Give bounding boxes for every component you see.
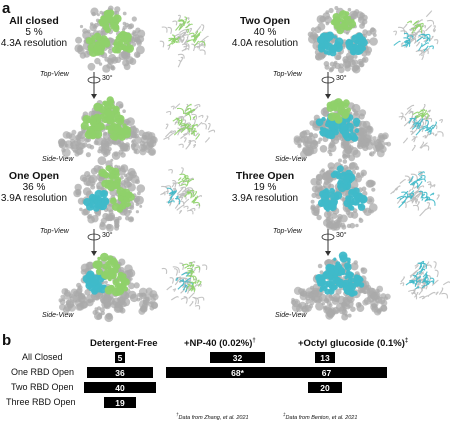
value-bar: 32	[210, 352, 265, 363]
column-header-text: +NP-40 (0.02%)	[184, 338, 253, 350]
state-title: All closed	[9, 15, 59, 27]
panel-a-label: a	[2, 0, 11, 17]
spike-surface-top-view	[307, 6, 378, 74]
side-view-label: Side-View	[275, 156, 307, 163]
spike-ribbon-side-view	[399, 260, 450, 300]
state-percent: 19 %	[253, 182, 277, 193]
top-view-label: Top-View	[40, 228, 69, 235]
spike-surface-side-view	[58, 252, 159, 323]
value-bar: 40	[84, 382, 156, 393]
footnote-mark: ‡	[283, 412, 286, 417]
state-one-open: One Open 36 % 3.9A resolution	[0, 170, 74, 204]
top-view-label: Top-View	[273, 228, 302, 235]
column-header-text: Detergent-Free	[90, 338, 158, 349]
footnote-mark: †	[176, 412, 179, 417]
state-percent: 40 %	[253, 27, 277, 38]
footnote-zhang: †Data from Zhang, et al. 2021	[176, 412, 249, 421]
rotate-arrow-icon	[321, 72, 335, 99]
rotate-arrow-icon	[321, 229, 335, 256]
value-bar: 36	[87, 367, 153, 378]
spike-ribbon-top-view	[160, 167, 202, 215]
state-resolution: 3.9A resolution	[0, 193, 68, 204]
footnote-text: Data from Benton, et al. 2021	[285, 414, 358, 421]
spike-surface-side-view	[293, 98, 392, 164]
top-view-label: Top-View	[273, 71, 302, 78]
spike-ribbon-top-view	[159, 14, 209, 68]
value-bar: 13	[315, 352, 335, 363]
state-title: One Open	[8, 170, 60, 182]
state-all-closed: All closed 5 % 4.3A resolution	[0, 15, 74, 49]
spike-ribbon-top-view	[390, 171, 440, 217]
rotation-label: 30°	[102, 75, 113, 82]
rotation-label: 30°	[336, 232, 347, 239]
column-header-text: +Octyl glucoside (0.1%)	[298, 338, 405, 350]
spike-ribbon-top-view	[393, 10, 439, 61]
side-view-label: Side-View	[42, 156, 74, 163]
rotation-indicator: 30°	[84, 70, 124, 100]
state-title: Two Open	[240, 15, 290, 27]
spike-surface-top-view	[74, 5, 146, 73]
column-header-np40: +NP-40 (0.02%)†	[184, 338, 256, 349]
rotation-label: 30°	[336, 75, 347, 82]
spike-ribbon-side-view	[161, 261, 208, 310]
footnote-text: Data from Zhang, et al. 2021	[178, 414, 249, 421]
value-bar: 68*	[166, 367, 309, 378]
column-header-detergent-free: Detergent-Free	[90, 338, 158, 349]
row-label-one-open: One RBD Open	[11, 367, 75, 377]
spike-surface-top-view	[73, 160, 146, 232]
rotate-arrow-icon	[87, 72, 101, 99]
row-label-all-closed: All Closed	[22, 352, 63, 362]
state-resolution: 4.3A resolution	[0, 38, 68, 49]
value-bar: 20	[308, 382, 342, 393]
spike-surface-side-view	[290, 251, 391, 321]
rotation-label: 30°	[102, 232, 113, 239]
rotation-indicator: 30°	[318, 227, 358, 257]
spike-surface-top-view	[310, 162, 378, 231]
rotate-arrow-icon	[87, 229, 101, 256]
side-view-label: Side-View	[42, 312, 74, 319]
state-title: Three Open	[235, 170, 295, 182]
state-three-open: Three Open 19 % 3.9A resolution	[225, 170, 305, 204]
spike-surface-side-view	[57, 96, 158, 165]
column-mark: ‡	[404, 338, 409, 344]
value-bar: 5	[115, 352, 125, 363]
spike-ribbon-side-view	[163, 103, 216, 150]
row-label-three-open: Three RBD Open	[6, 397, 76, 407]
panel-b-label: b	[2, 332, 12, 349]
side-view-label: Side-View	[275, 312, 307, 319]
state-percent: 5 %	[25, 27, 43, 38]
column-mark: †	[252, 338, 256, 344]
value-bar: 67	[266, 367, 387, 378]
state-two-open: Two Open 40 % 4.0A resolution	[225, 15, 305, 49]
spike-ribbon-side-view	[398, 104, 444, 152]
rotation-indicator: 30°	[84, 227, 124, 257]
state-resolution: 4.0A resolution	[231, 38, 299, 49]
state-resolution: 3.9A resolution	[231, 193, 299, 204]
state-percent: 36 %	[22, 182, 46, 193]
top-view-label: Top-View	[40, 71, 69, 78]
column-header-octyl-glucoside: +Octyl glucoside (0.1%)‡	[298, 338, 408, 349]
row-label-two-open: Two RBD Open	[11, 382, 74, 392]
value-bar: 19	[104, 397, 136, 408]
rotation-indicator: 30°	[318, 70, 358, 100]
footnote-benton: ‡Data from Benton, et al. 2021	[283, 412, 357, 421]
